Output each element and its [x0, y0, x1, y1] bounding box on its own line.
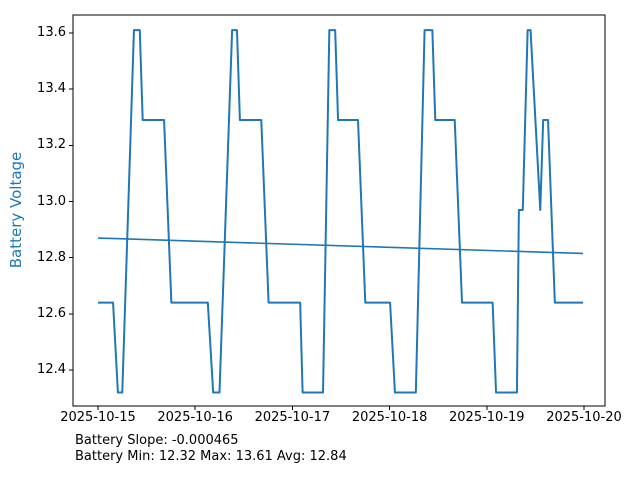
- battery-voltage-line: [97, 29, 584, 394]
- caption-slope-line: Battery Slope: -0.000465: [75, 433, 239, 448]
- x-tick-label: 2025-10-16: [157, 410, 233, 425]
- axes-border: [72, 14, 606, 407]
- y-tick-label: 13.2: [37, 137, 66, 153]
- y-tick-label: 12.6: [37, 305, 66, 321]
- y-tick-label: 13.0: [37, 193, 66, 209]
- x-tick-label: 2025-10-18: [351, 410, 428, 425]
- caption: Battery Slope: -0.000465 Battery Min: 12…: [75, 433, 347, 464]
- battery-trend-line: [97, 237, 584, 255]
- x-tick-label: 2025-10-19: [449, 410, 525, 425]
- x-tick-label: 2025-10-15: [60, 410, 136, 425]
- y-tick-label: 13.6: [37, 24, 66, 40]
- y-axis-label: Battery Voltage: [7, 151, 25, 269]
- y-tick-label: 12.8: [37, 249, 66, 265]
- caption-stats-line: Battery Min: 12.32 Max: 13.61 Avg: 12.84: [75, 448, 347, 464]
- x-tick-label: 2025-10-17: [254, 410, 331, 425]
- x-tick-label: 2025-10-20: [546, 410, 622, 425]
- y-tick-label: 12.4: [37, 362, 66, 378]
- y-tick-label: 13.4: [37, 81, 66, 97]
